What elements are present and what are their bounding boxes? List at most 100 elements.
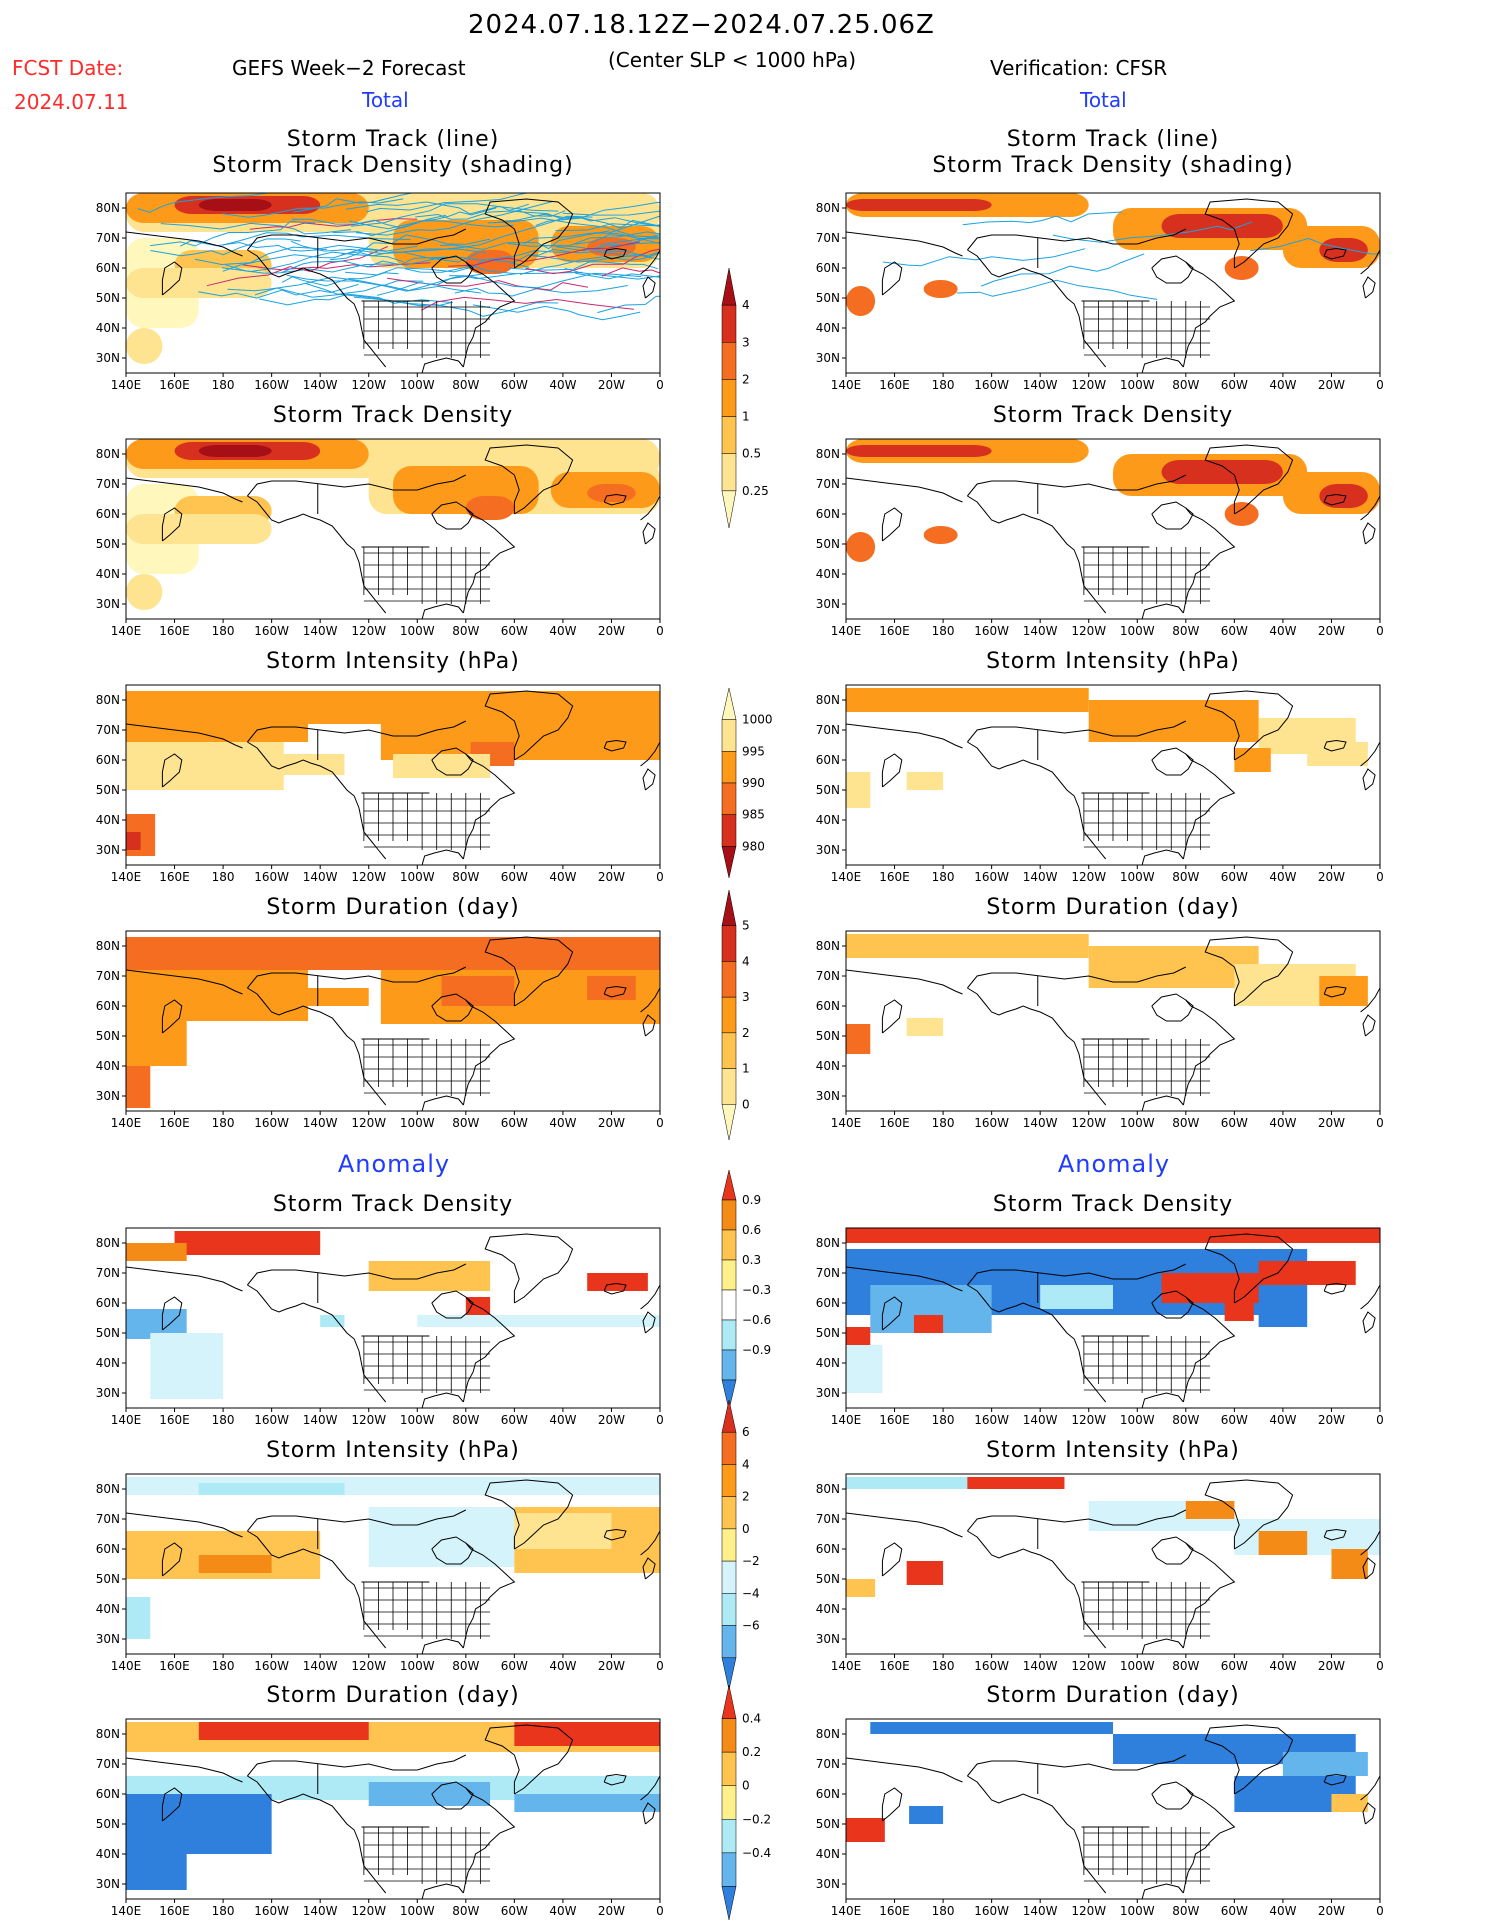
lon-tick-label: 60W bbox=[1221, 624, 1248, 638]
lon-tick-label: 140W bbox=[303, 1116, 338, 1130]
shaded-cell bbox=[846, 532, 876, 562]
lon-tick-label: 20W bbox=[598, 1659, 625, 1673]
map-panel-left-6: 140E 160E 180 160W 140W 120W 100W 80W 60W 40W 20W 0… bbox=[96, 1718, 664, 1918]
lon-tick-label: 0 bbox=[656, 378, 664, 392]
lon-tick-label: 160W bbox=[974, 624, 1009, 638]
lon-tick-label: 140E bbox=[831, 1413, 862, 1427]
colorbar-label: −0.6 bbox=[742, 1313, 771, 1327]
lat-tick-label: 30N bbox=[816, 1089, 840, 1103]
lon-tick-label: 160W bbox=[254, 1116, 289, 1130]
colorbar-label: −0.9 bbox=[742, 1343, 771, 1357]
shaded-cell bbox=[271, 754, 345, 775]
lon-tick-label: 180 bbox=[932, 378, 955, 392]
lon-tick-label: 120W bbox=[1071, 1116, 1106, 1130]
lat-tick-label: 80N bbox=[96, 939, 120, 953]
shaded-cell bbox=[846, 1024, 871, 1054]
lon-tick-label: 20W bbox=[1318, 624, 1345, 638]
lat-tick-label: 30N bbox=[816, 1632, 840, 1646]
lon-tick-label: 20W bbox=[598, 378, 625, 392]
lon-tick-label: 160W bbox=[254, 870, 289, 884]
shaded-cell bbox=[846, 445, 992, 457]
lon-tick-label: 0 bbox=[1376, 1659, 1384, 1673]
shaded-cell bbox=[1307, 742, 1368, 766]
storm-track-line bbox=[222, 251, 404, 273]
lon-tick-label: 20W bbox=[1318, 1116, 1345, 1130]
colorbar-segment bbox=[721, 1319, 737, 1351]
map-panel-left-3: 140E 160E 180 160W 140W 120W 100W 80W 60W 40W 20W 0… bbox=[96, 930, 664, 1130]
lon-tick-label: 60W bbox=[501, 1116, 528, 1130]
colorbar-segment bbox=[721, 1751, 737, 1786]
storm-track-line bbox=[349, 207, 497, 230]
storm-track-line bbox=[329, 251, 479, 263]
map-panel-right-3: 140E 160E 180 160W 140W 120W 100W 80W 60W 40W 20W 0… bbox=[816, 930, 1384, 1130]
colorbar-segment bbox=[721, 1528, 737, 1562]
lat-tick-label: 50N bbox=[96, 537, 120, 551]
map-panel-right-2: 140E 160E 180 160W 140W 120W 100W 80W 60W 40W 20W 0… bbox=[816, 684, 1384, 884]
lon-tick-label: 160E bbox=[879, 378, 910, 392]
colorbar-segment bbox=[721, 1068, 737, 1105]
lat-tick-label: 50N bbox=[816, 537, 840, 551]
lon-tick-label: 80W bbox=[452, 1116, 479, 1130]
lon-tick-label: 100W bbox=[1120, 378, 1155, 392]
shaded-cell bbox=[1258, 1531, 1308, 1555]
shaded-cell bbox=[870, 1722, 1113, 1734]
lon-tick-label: 140E bbox=[111, 624, 142, 638]
lon-tick-label: 180 bbox=[212, 1116, 235, 1130]
lon-tick-label: 0 bbox=[1376, 624, 1384, 638]
lat-tick-label: 70N bbox=[96, 1512, 120, 1526]
storm-track-line bbox=[286, 274, 481, 294]
colorbar-segment bbox=[721, 1259, 737, 1291]
shaded-cell bbox=[1088, 946, 1259, 988]
colorbar-segment bbox=[721, 1886, 737, 1921]
storm-track-line bbox=[291, 214, 447, 229]
lon-tick-label: 100W bbox=[400, 1413, 435, 1427]
colorbar-label: 990 bbox=[742, 776, 765, 790]
lon-tick-label: 120W bbox=[1071, 624, 1106, 638]
panel-title: Storm Intensity (hPa) bbox=[266, 1438, 520, 1463]
lon-tick-label: 40W bbox=[1269, 378, 1296, 392]
shaded-cell bbox=[441, 976, 515, 1006]
shaded-cell bbox=[1161, 214, 1283, 238]
storm-track-line bbox=[345, 201, 529, 215]
lat-tick-label: 70N bbox=[816, 477, 840, 491]
colorbar-label: 3 bbox=[742, 990, 750, 1004]
panel-title: Storm Duration (day) bbox=[986, 895, 1240, 920]
lon-tick-label: 120W bbox=[1071, 1904, 1106, 1918]
storm-track-line bbox=[472, 304, 641, 321]
lat-tick-label: 70N bbox=[816, 231, 840, 245]
lon-tick-label: 60W bbox=[501, 624, 528, 638]
colorbar-label: 5 bbox=[742, 919, 750, 933]
shaded-cell bbox=[1331, 1794, 1368, 1812]
panel-title: Storm Track Density bbox=[992, 1192, 1234, 1217]
colorbar-label: 0.6 bbox=[742, 1223, 761, 1237]
shaded-cell bbox=[846, 1345, 883, 1393]
map-panel-right-6: 140E 160E 180 160W 140W 120W 100W 80W 60W 40W 20W 0… bbox=[816, 1718, 1384, 1918]
lat-tick-label: 70N bbox=[816, 1757, 840, 1771]
lat-tick-label: 40N bbox=[816, 567, 840, 581]
lat-tick-label: 50N bbox=[816, 1326, 840, 1340]
shaded-cell bbox=[126, 1794, 272, 1854]
shaded-cell bbox=[906, 1018, 944, 1036]
lon-tick-label: 100W bbox=[1120, 1659, 1155, 1673]
shaded-cell bbox=[126, 1597, 151, 1639]
colorbar-segment bbox=[721, 1349, 737, 1381]
lon-tick-label: 100W bbox=[400, 378, 435, 392]
colorbar-label: 6 bbox=[742, 1425, 750, 1439]
shaded-cell bbox=[1258, 1261, 1356, 1285]
lon-tick-label: 120W bbox=[351, 624, 386, 638]
colorbar-segment bbox=[721, 1379, 737, 1411]
lon-tick-label: 100W bbox=[1120, 1413, 1155, 1427]
panel-title: Storm Intensity (hPa) bbox=[986, 649, 1240, 674]
lon-tick-label: 100W bbox=[1120, 624, 1155, 638]
storm-track-line bbox=[494, 213, 660, 227]
colorbar-segment bbox=[721, 1431, 737, 1465]
fcst-date-value: 2024.07.11 bbox=[14, 90, 129, 114]
right-anomaly-label: Anomaly bbox=[1057, 1150, 1171, 1178]
lon-tick-label: 140E bbox=[111, 378, 142, 392]
lat-tick-label: 30N bbox=[816, 1877, 840, 1891]
lat-tick-label: 70N bbox=[816, 723, 840, 737]
shaded-cell bbox=[1088, 700, 1259, 742]
colorbar-label: 4 bbox=[742, 298, 750, 312]
lat-tick-label: 60N bbox=[816, 999, 840, 1013]
panel-title: Storm Track Density bbox=[272, 1192, 514, 1217]
